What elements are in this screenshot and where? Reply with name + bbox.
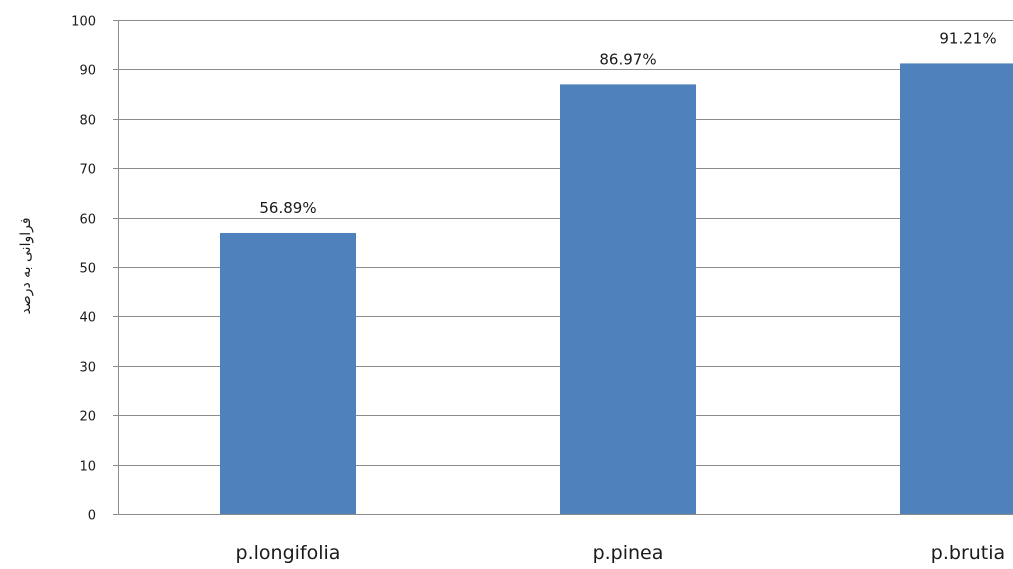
y-tick-label: 90	[79, 64, 96, 79]
y-tick-label: 20	[79, 410, 96, 425]
data-label: 56.89%	[259, 199, 316, 217]
y-tick-label: 60	[79, 213, 96, 228]
y-tick-label: 70	[79, 163, 96, 178]
y-tick-label: 0	[88, 509, 96, 524]
x-tick-label: p.brutia	[931, 542, 1005, 564]
data-label: 86.97%	[599, 50, 656, 68]
y-tick-labels: 0 10 20 30 40 50 60 70 80 90 100	[71, 15, 96, 524]
y-tick-label: 10	[79, 460, 96, 475]
bar	[560, 84, 696, 515]
x-tick-label: p.longifolia	[236, 542, 341, 564]
y-tick-label: 30	[79, 361, 96, 376]
data-labels: 56.89% 86.97% 91.21%	[259, 29, 996, 217]
y-tick-label: 100	[71, 15, 96, 30]
data-label: 91.21%	[939, 29, 996, 47]
bar	[900, 63, 1013, 514]
y-axis-label: فراوانی به درصد	[18, 217, 34, 314]
y-tick-label: 40	[79, 311, 96, 326]
y-tick-label: 80	[79, 114, 96, 129]
bar	[220, 232, 356, 515]
y-tick-label: 50	[79, 262, 96, 277]
x-tick-labels: p.longifolia p.pinea p.brutia	[236, 542, 1006, 564]
x-tick-label: p.pinea	[593, 542, 664, 564]
axes	[113, 20, 1013, 515]
bars	[220, 63, 1013, 515]
